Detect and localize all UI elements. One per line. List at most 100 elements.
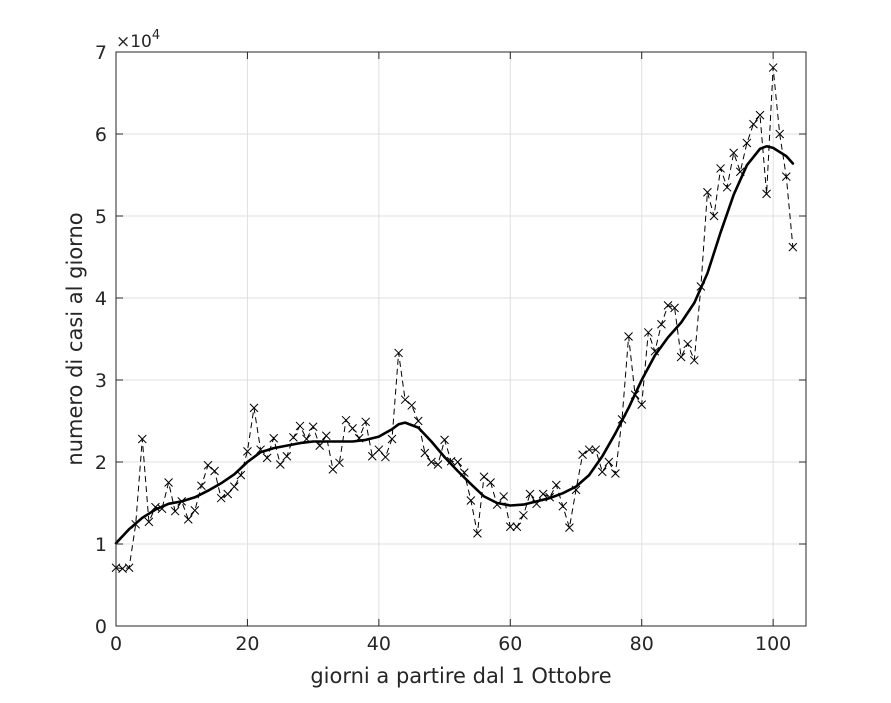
daily-cases-marker <box>249 403 259 413</box>
y-axis-exponent-power: 4 <box>152 28 160 43</box>
x-tick-label: 40 <box>367 633 391 655</box>
x-tick-label: 80 <box>630 633 654 655</box>
daily-cases-marker <box>584 445 594 455</box>
daily-cases-marker <box>466 496 476 505</box>
daily-cases-marker <box>788 242 798 252</box>
daily-cases-marker <box>604 457 614 467</box>
daily-cases-marker <box>197 481 206 491</box>
axes-box <box>115 51 807 627</box>
x-tick-label: 0 <box>110 633 122 655</box>
daily-cases-marker <box>413 416 423 426</box>
y-tick-label: 1 <box>95 534 107 556</box>
daily-cases-marker <box>578 450 587 459</box>
daily-cases-marker <box>703 187 712 197</box>
daily-cases-series <box>111 63 798 573</box>
daily-cases-marker <box>400 395 410 405</box>
daily-cases-marker <box>262 453 272 463</box>
daily-cases-marker <box>643 328 653 337</box>
y-tick-label: 6 <box>95 124 107 146</box>
daily-cases-marker <box>374 445 384 455</box>
daily-cases-marker <box>768 63 778 72</box>
daily-cases-marker <box>722 182 732 192</box>
daily-cases-marker <box>321 431 331 441</box>
daily-cases-marker <box>210 466 219 476</box>
daily-cases-marker <box>565 523 574 532</box>
daily-cases-marker <box>229 482 239 491</box>
y-axis-ticks: 0 1 2 3 4 5 6 7 <box>95 42 806 638</box>
daily-cases-marker <box>479 472 489 482</box>
x-tick-label: 20 <box>235 633 259 655</box>
plot-area <box>116 52 806 626</box>
daily-cases-marker <box>486 478 495 487</box>
daily-cases-marker <box>749 119 758 129</box>
daily-cases-marker <box>716 164 725 173</box>
daily-cases-marker <box>519 510 528 520</box>
x-axis-label: giorni a partire dal 1 Ottobre <box>310 664 611 688</box>
daily-cases-marker <box>755 110 765 120</box>
daily-cases-marker <box>269 433 279 443</box>
daily-cases-marker <box>420 448 430 458</box>
daily-cases-marker <box>170 506 180 516</box>
daily-cases-marker <box>676 352 686 362</box>
daily-cases-marker <box>407 401 417 410</box>
daily-cases-marker <box>624 332 633 341</box>
daily-cases-marker <box>525 489 535 499</box>
daily-cases-marker <box>597 467 607 477</box>
daily-cases-marker <box>295 421 305 431</box>
y-tick-label: 7 <box>95 42 107 64</box>
daily-cases-marker <box>216 493 226 503</box>
y-tick-label: 3 <box>95 370 107 392</box>
daily-cases-marker <box>387 434 397 444</box>
daily-cases-marker <box>282 451 292 461</box>
y-axis-exponent-base: ×10 <box>116 32 152 52</box>
daily-cases-marker <box>499 492 509 501</box>
daily-cases-marker <box>440 435 449 445</box>
daily-cases-marker <box>512 522 522 532</box>
daily-cases-marker <box>505 522 515 532</box>
smoothed-trend-series <box>114 145 795 545</box>
smoothed-trend-line <box>114 145 795 545</box>
x-tick-label: 100 <box>755 633 791 655</box>
x-tick-label: 60 <box>498 633 522 655</box>
daily-cases-marker <box>689 355 699 365</box>
daily-cases-marker <box>683 339 693 349</box>
daily-cases-marker <box>670 303 679 313</box>
y-tick-label: 2 <box>95 452 107 474</box>
daily-cases-marker <box>164 478 173 487</box>
x-axis-ticks: 0 20 40 60 80 100 <box>110 52 791 655</box>
daily-cases-marker <box>762 189 771 199</box>
y-axis-exponent: ×104 <box>116 28 160 52</box>
daily-cases-marker <box>637 400 647 409</box>
daily-cases-marker <box>663 301 673 310</box>
daily-cases-marker <box>275 460 285 469</box>
daily-cases-marker <box>591 445 601 455</box>
daily-cases-marker <box>611 469 620 478</box>
daily-cases-marker <box>144 517 154 527</box>
daily-cases-marker <box>729 148 739 158</box>
daily-cases-marker <box>183 515 193 524</box>
daily-cases-marker <box>657 319 666 329</box>
y-tick-label: 0 <box>95 616 107 638</box>
daily-cases-marker <box>137 434 147 444</box>
daily-cases-marker <box>427 457 436 467</box>
daily-cases-marker <box>433 460 443 469</box>
daily-cases-marker <box>781 172 791 181</box>
daily-cases-marker <box>742 138 752 148</box>
daily-cases-marker <box>775 129 785 139</box>
daily-cases-marker <box>289 433 298 442</box>
daily-cases-marker <box>203 460 213 470</box>
daily-cases-marker <box>538 489 548 499</box>
daily-cases-marker <box>223 489 233 499</box>
daily-cases-marker <box>243 446 252 456</box>
daily-cases-marker <box>381 452 390 462</box>
daily-cases-marker <box>473 528 482 538</box>
daily-cases-marker <box>335 458 344 468</box>
daily-cases-marker <box>341 415 351 425</box>
daily-cases-marker <box>709 211 719 221</box>
daily-cases-marker <box>551 480 561 490</box>
daily-cases-marker <box>190 506 200 515</box>
daily-cases-marker <box>394 348 403 358</box>
daily-cases-marker <box>558 501 568 511</box>
daily-cases-marker <box>315 441 325 450</box>
